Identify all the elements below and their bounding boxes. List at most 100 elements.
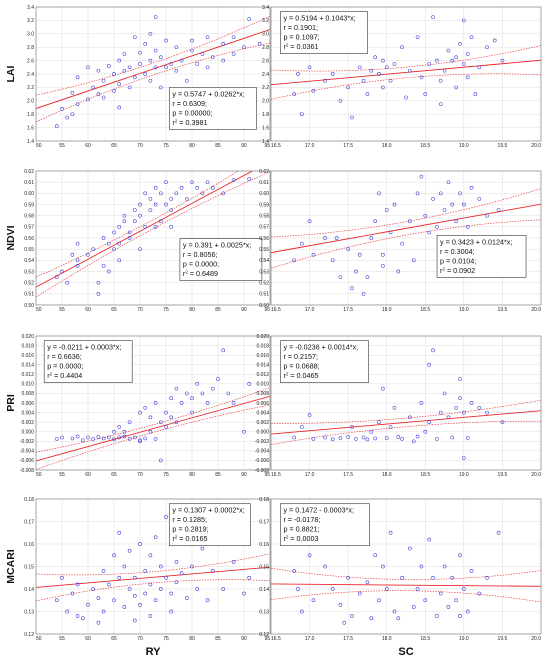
data-point-p2 [307,65,312,70]
data-point-p8 [435,614,439,618]
data-point-p1 [132,35,137,39]
p-value-p7: p = 0.2819; [172,525,208,534]
data-point-p5 [112,437,116,442]
data-point-p4 [446,180,451,184]
data-point-p2 [423,92,428,96]
data-point-p8 [396,616,401,621]
data-point-p1 [60,107,64,111]
plot-frame-p3 [35,170,271,306]
data-point-p2 [338,98,343,103]
data-point-p1 [143,72,148,76]
x-tick-label-p2: 17.0 [305,143,315,149]
r-squared-symbol-p1: r [172,118,175,127]
y-tick-label-p7: 0.14 [24,587,34,593]
x-tick-label-p1: 95 [264,143,270,149]
data-point-p4 [415,191,420,196]
x-tick-label-p1: 75 [163,143,169,149]
data-point-p1 [148,78,153,83]
data-point-p4 [373,219,377,224]
data-point-p2 [492,38,497,43]
upper-confidence-band-p6 [271,399,541,424]
data-point-p3 [138,213,142,218]
data-point-p2 [431,15,435,19]
data-point-p7 [132,618,137,623]
data-point-p6 [419,401,424,405]
data-point-p3 [143,191,148,196]
data-point-p4 [442,208,447,212]
data-point-p8 [485,575,489,580]
data-point-p6 [446,415,451,420]
data-point-p3 [54,275,59,279]
data-point-p6 [300,425,304,429]
data-point-p2 [454,55,458,60]
data-point-p7 [96,620,101,625]
r-squared-p3: r2 = 0.6489 [183,269,218,278]
data-point-p5 [60,435,64,440]
lower-confidence-band-p8 [271,590,541,603]
data-point-p1 [200,52,205,56]
r-squared-exponent-p4: 2 [442,266,445,271]
y-tick-label-p5: -0.004 [20,449,34,455]
x-tick-label-p3: 50 [36,307,42,313]
data-point-p7 [70,591,75,596]
regression-line-p3 [36,171,254,288]
x-tick-label-p3: 80 [189,307,195,313]
data-point-p7 [205,598,210,603]
x-tick-label-p4: 17.5 [343,307,353,313]
x-tick-label-p3: 90 [241,307,247,313]
x-tick-label-p8: 17.0 [305,636,315,642]
y-tick-label-p3: 0.55 [24,247,34,253]
panel-8: 16.5 17.0 17.5 18.0 18.5 19.0 19.5 20.0 0.12 0.13… [259,497,542,642]
data-point-p2 [292,92,296,96]
y-tick-label-p5: 0.014 [21,363,34,369]
y-tick-label-p3: 0.62 [24,169,34,175]
data-point-p4 [396,269,401,274]
y-tick-label-p5: 0.008 [21,391,34,397]
data-point-p5 [132,435,137,440]
data-point-p1 [153,48,158,53]
x-tick-label-p2: 16.5 [271,143,281,149]
data-point-p3 [210,185,215,190]
data-point-p4 [365,275,370,279]
data-point-p8 [342,620,347,625]
x-tick-label-p3: 55 [59,307,65,313]
data-point-p8 [365,580,370,585]
data-point-p6 [392,405,397,410]
data-point-p2 [485,45,489,50]
data-point-p7 [169,591,174,596]
x-tick-label-p7: 50 [36,636,42,642]
data-point-p4 [346,247,350,251]
data-point-p4 [469,185,474,190]
x-tick-label-p1: 80 [189,143,195,149]
y-tick-label-p8: 0.13 [259,609,269,615]
data-point-p6 [388,425,393,429]
x-tick-label-p7: 65 [111,636,117,642]
data-point-p6 [373,436,377,441]
data-point-p5 [221,348,226,353]
correlation-r-p4: r = 0.3004; [440,247,475,256]
data-point-p3 [184,197,189,201]
y-tick-label-p4: 0.51 [259,292,269,298]
y-tick-label-p4: 0.55 [259,247,269,253]
data-point-p7 [75,614,80,618]
data-point-p4 [485,213,489,218]
data-point-p2 [454,85,458,90]
data-layer-p5 [36,348,270,470]
p-value-p4: p = 0.0104; [440,256,476,265]
x-tick-label-p3: 70 [137,307,143,313]
data-point-p7 [164,515,168,519]
data-point-p8 [300,609,304,614]
data-point-p3 [158,191,163,196]
data-point-p3 [143,225,148,229]
data-point-p2 [462,62,466,66]
data-point-p6 [435,437,439,441]
x-tick-label-p4: 17.0 [305,307,315,313]
data-point-p3 [75,241,80,246]
data-point-p2 [462,18,466,23]
data-point-p5 [122,434,127,439]
x-tick-label-p6: 20.0 [531,472,541,478]
r-squared-p4: r2 = 0.0902 [440,266,475,275]
data-point-p5 [195,382,200,386]
data-point-p1 [190,38,194,43]
x-tick-label-p5: 90 [241,472,247,478]
